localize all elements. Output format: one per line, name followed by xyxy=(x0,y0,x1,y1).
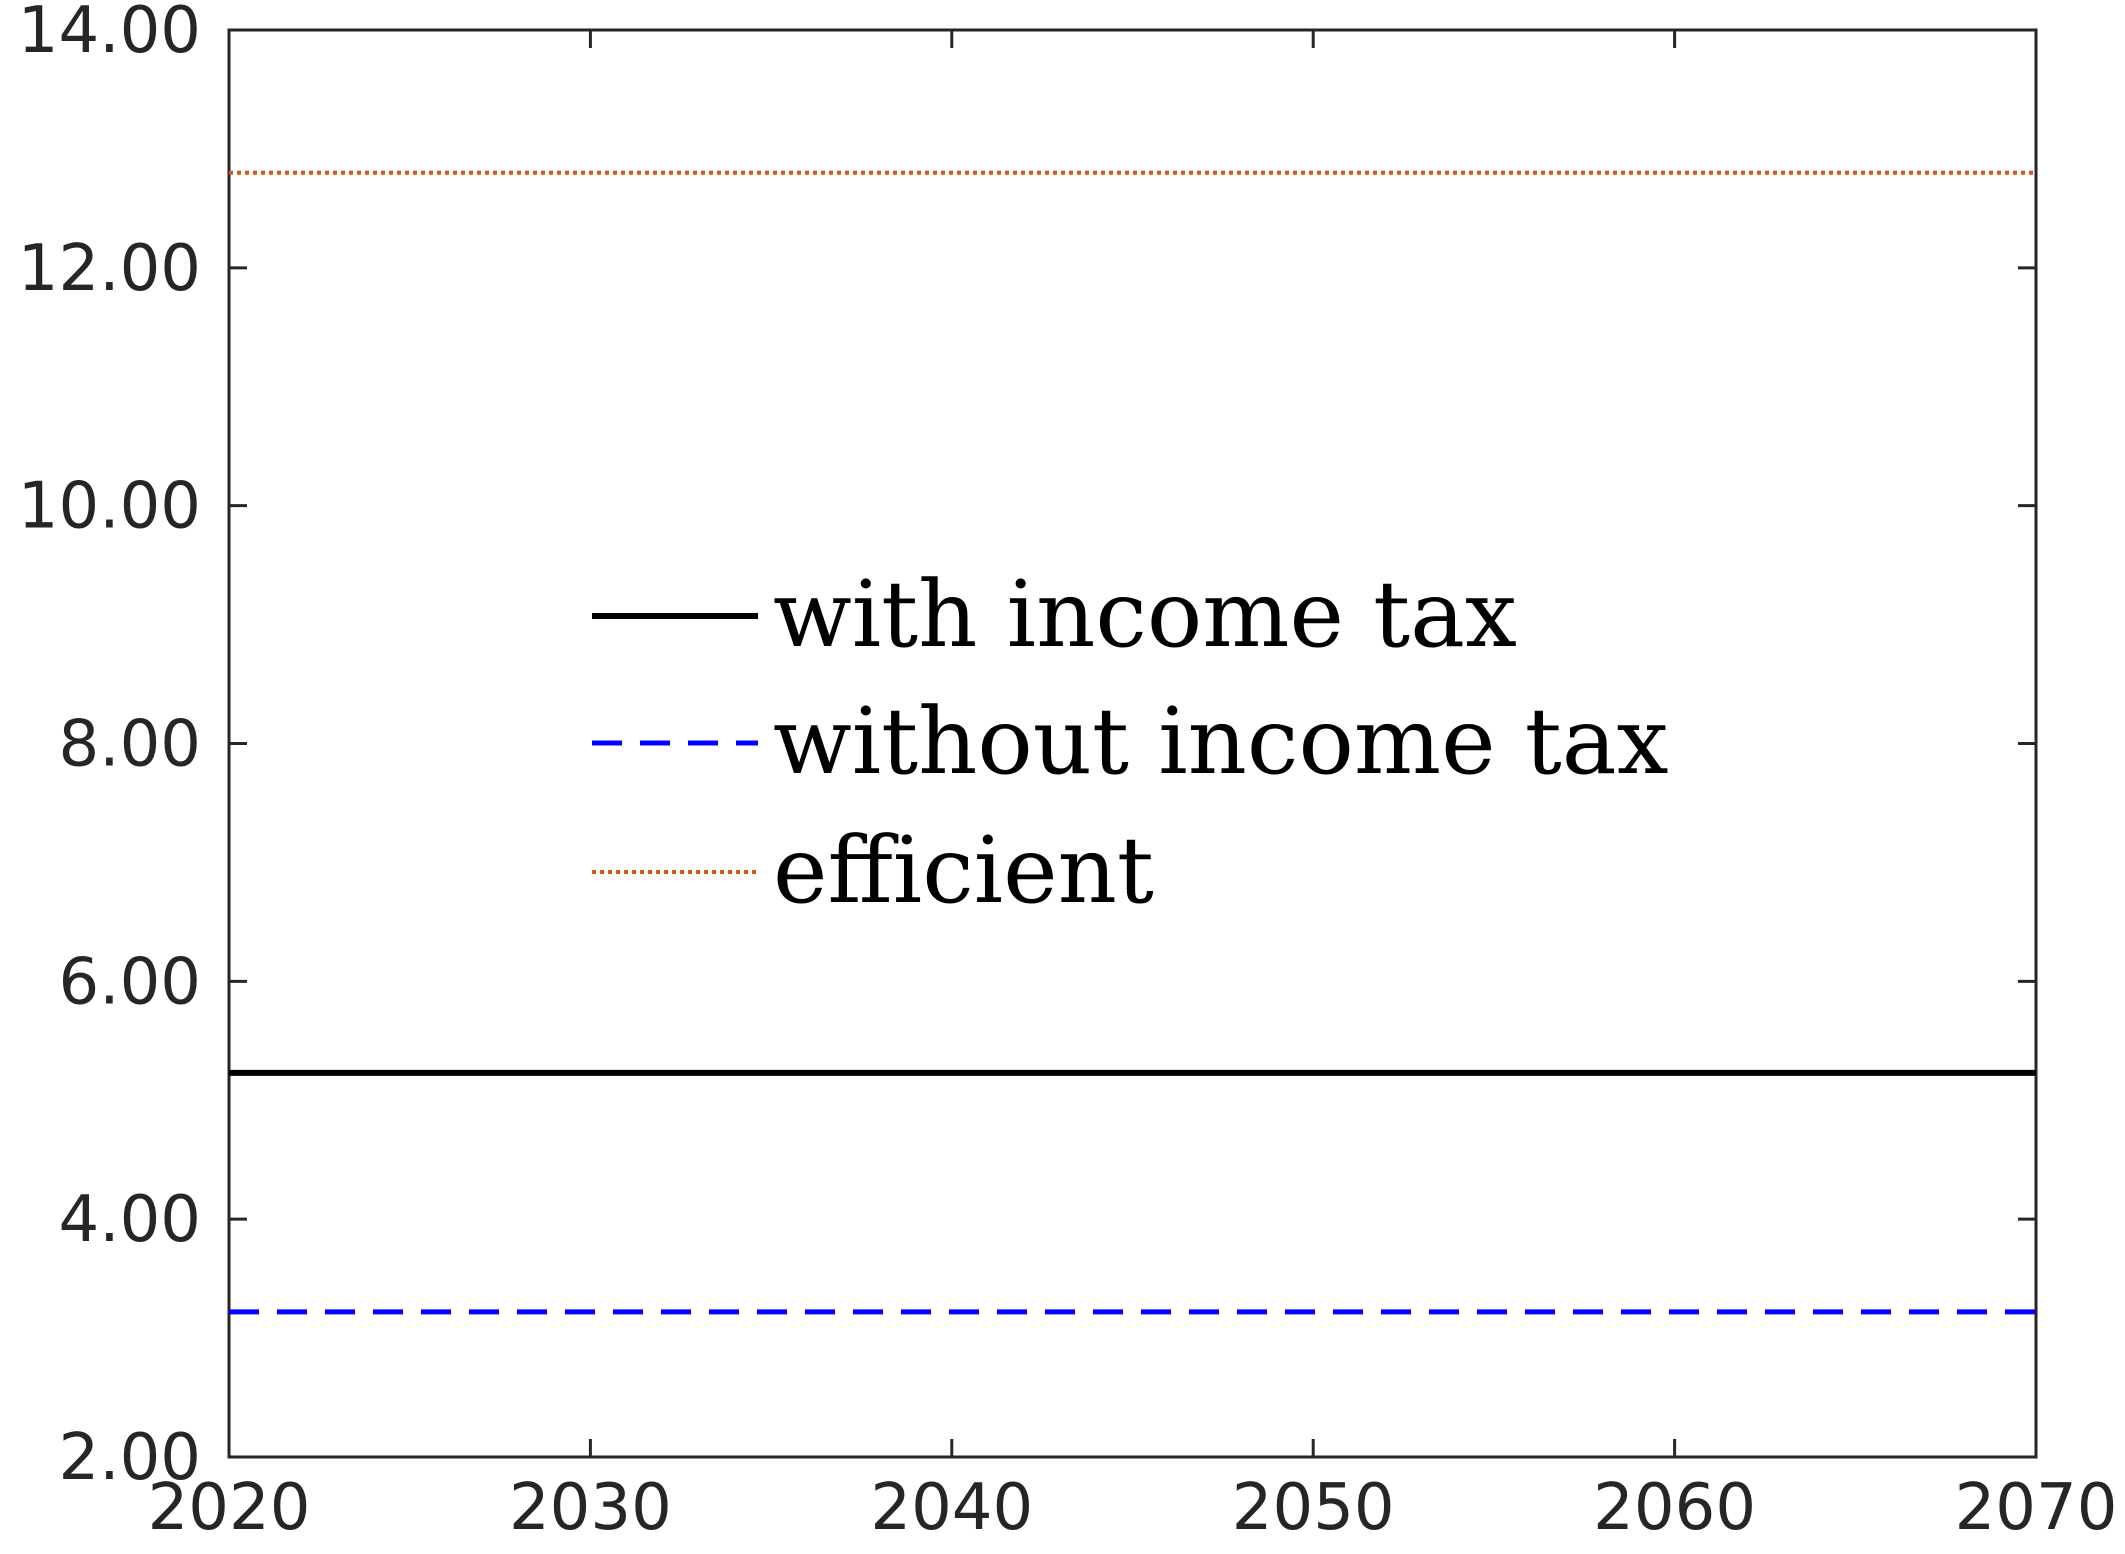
x-tick-label: 2070 xyxy=(1955,1471,2118,1545)
y-tick-label: 2.00 xyxy=(59,1421,202,1495)
y-tick-label: 10.00 xyxy=(18,470,201,544)
legend-label-0: with income tax xyxy=(773,561,1517,668)
y-tick-label: 8.00 xyxy=(59,708,202,782)
plot-series xyxy=(229,170,2036,1315)
legend: with income tax without income tax efficie… xyxy=(592,561,1668,924)
y-tick-label: 12.00 xyxy=(18,232,201,306)
x-tick-label: 2030 xyxy=(509,1471,672,1545)
x-tick-label: 2050 xyxy=(1232,1471,1395,1545)
y-tick-label: 14.00 xyxy=(18,0,201,68)
legend-label-1: without income tax xyxy=(773,688,1668,795)
x-tick-label: 2020 xyxy=(148,1471,311,1545)
y-tick-label: 4.00 xyxy=(59,1183,202,1257)
legend-label-2: efficient xyxy=(773,817,1154,924)
x-tick-label: 2060 xyxy=(1593,1471,1756,1545)
x-tick-label: 2040 xyxy=(870,1471,1033,1545)
axes: 2020 2030 2040 2050 2060 2070 2.00 4.00 6.00 8.00… xyxy=(18,0,2118,1545)
y-tick-label: 6.00 xyxy=(59,945,202,1019)
